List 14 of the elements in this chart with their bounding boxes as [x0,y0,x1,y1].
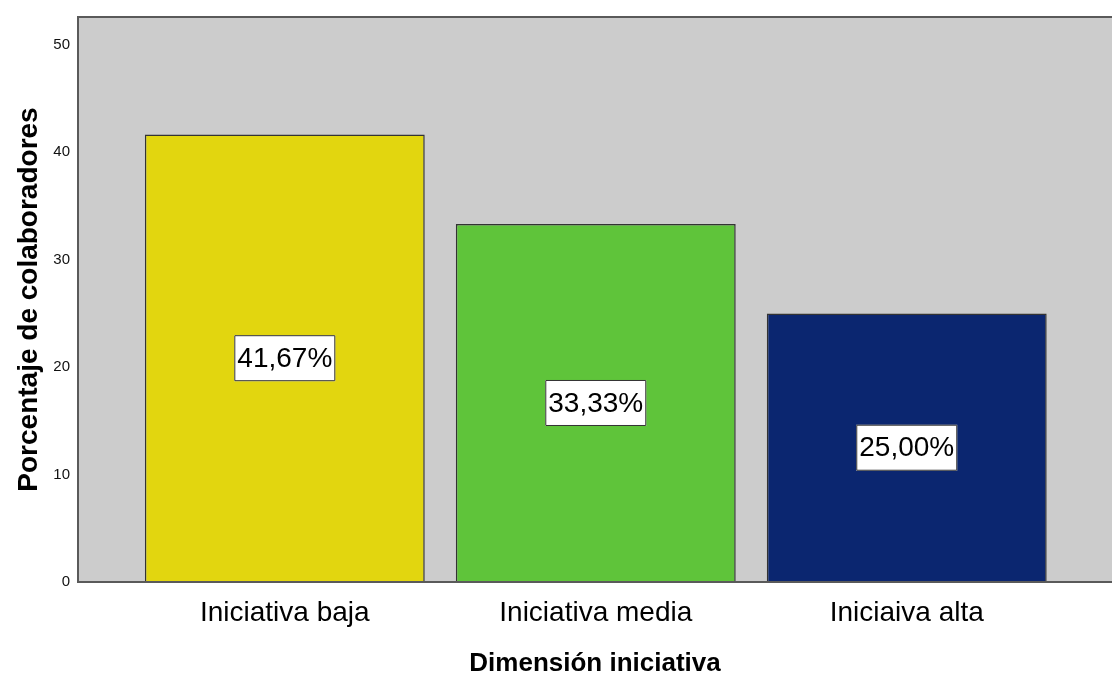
y-tick-label: 10 [53,464,70,482]
data-label: 41,67% [237,341,333,373]
data-label: 25,00% [859,431,955,463]
y-tick-label: 40 [53,142,70,160]
y-tick-label: 0 [61,572,70,590]
data-label: 33,33% [548,386,644,418]
y-tick-label: 30 [53,249,70,267]
x-tick-label: Iniciativa baja [199,595,371,627]
x-axis-title: Dimensión iniciativa [469,647,722,678]
y-axis-title: Porcentaje de colaboradores [11,107,43,492]
y-tick-label: 50 [53,35,70,53]
x-tick-label: Iniciaiva alta [829,595,985,627]
y-tick-label: 20 [53,357,70,375]
x-tick-label: Iniciativa media [499,595,693,627]
